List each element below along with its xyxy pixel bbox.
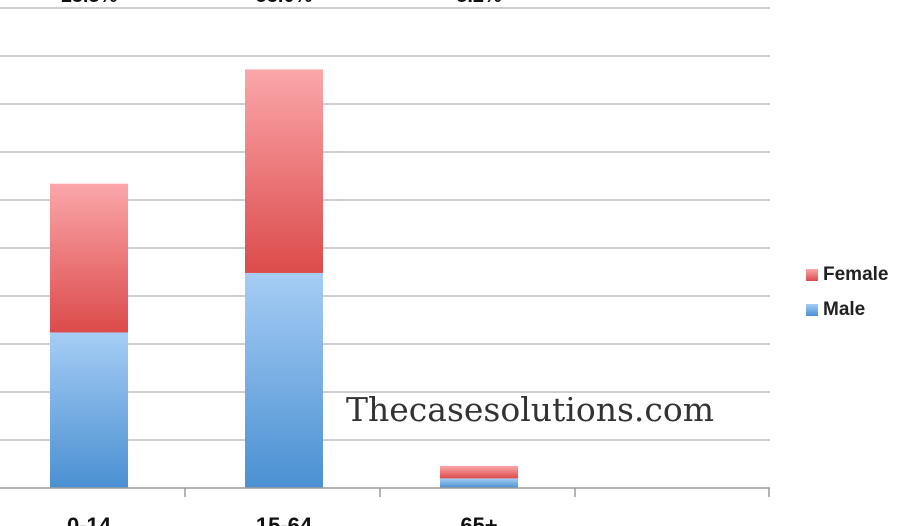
- data-label: 18.3%: [61, 0, 118, 7]
- watermark-text: Thecasesolutions.com: [346, 390, 715, 429]
- data-label: 58.0%: [256, 0, 313, 7]
- data-label: 3.2%: [456, 0, 502, 7]
- x-tick-label: 65+: [460, 513, 497, 526]
- bar-segment-female-65+: [440, 465, 518, 479]
- chart-legend: Female Male: [806, 262, 888, 332]
- bar-segment-male-0-14: [50, 332, 128, 488]
- x-tick-label: 0-14: [67, 513, 112, 526]
- bar-segment-female-15-64: [245, 69, 323, 273]
- bar-segment-male-15-64: [245, 272, 323, 488]
- bar-segment-female-0-14: [50, 183, 128, 333]
- legend-swatch-male: [806, 304, 818, 316]
- legend-item-female: Female: [806, 262, 888, 288]
- x-tick-label: 15-64: [256, 513, 313, 526]
- legend-item-male: Male: [806, 297, 888, 323]
- legend-swatch-female: [806, 269, 818, 281]
- legend-label-male: Male: [823, 299, 866, 320]
- bar-segment-male-65+: [440, 478, 518, 488]
- legend-label-female: Female: [823, 264, 889, 285]
